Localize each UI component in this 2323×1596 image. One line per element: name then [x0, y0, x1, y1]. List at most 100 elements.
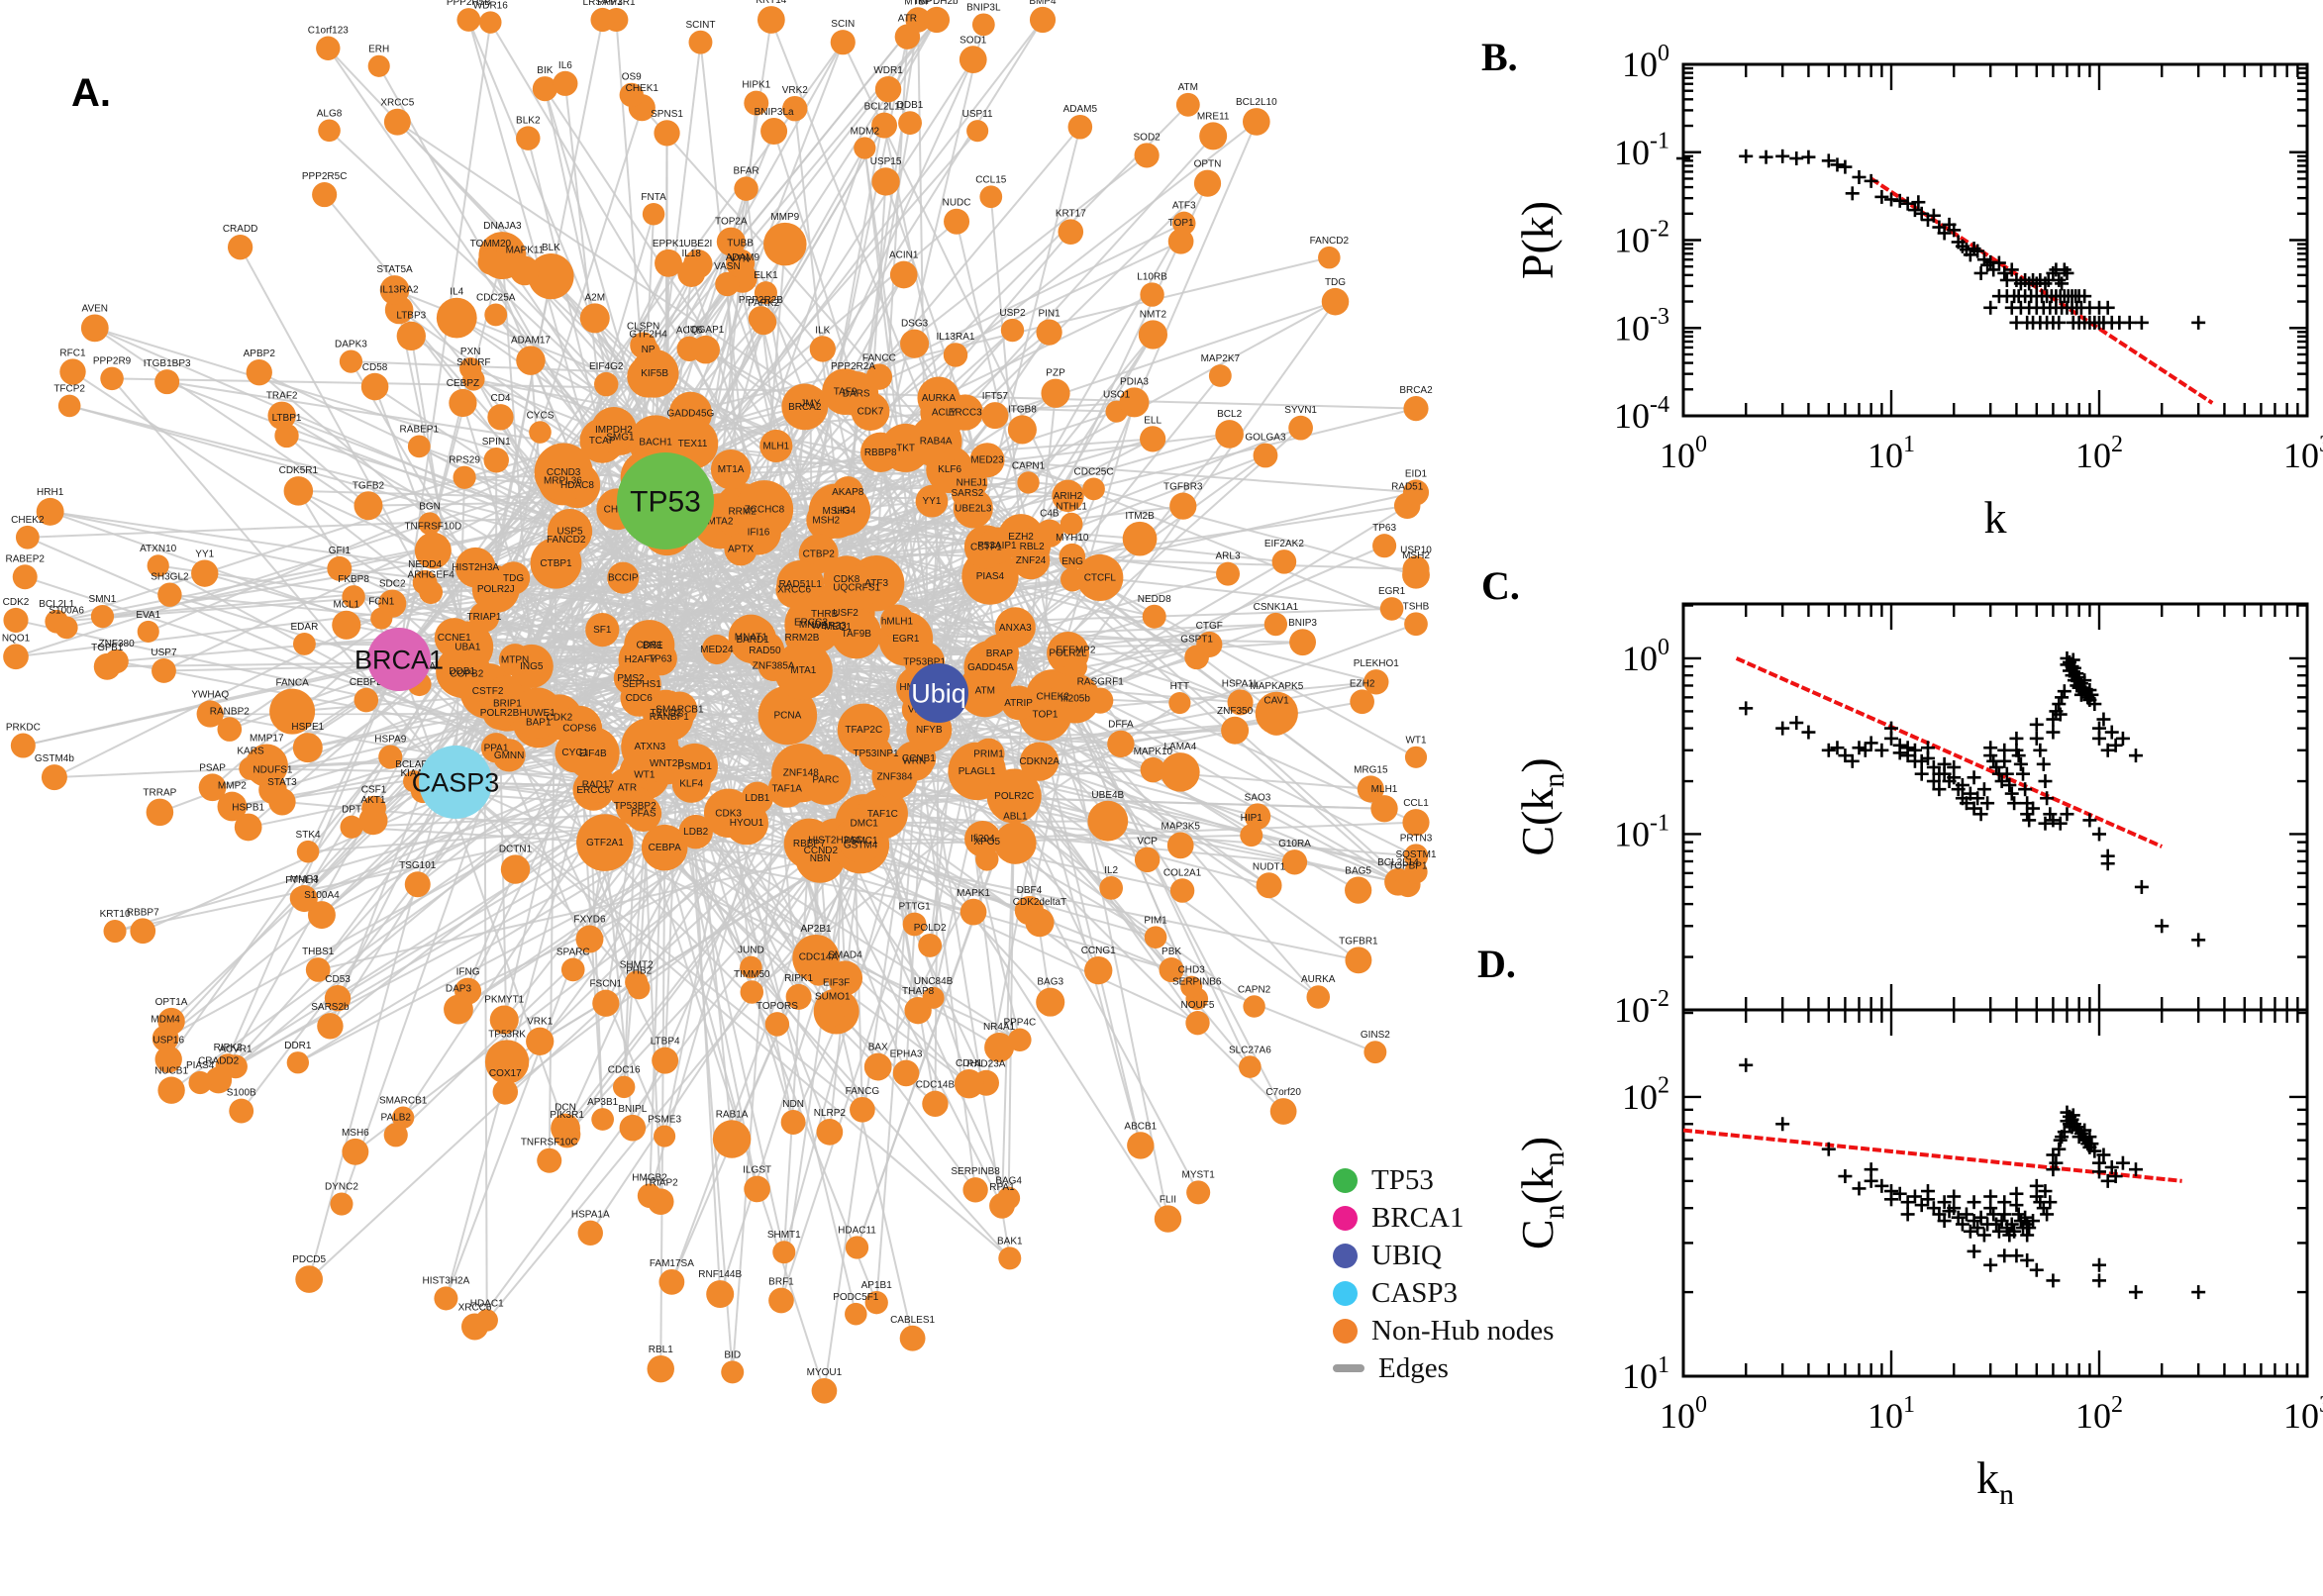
- network-node: [296, 840, 320, 863]
- network-node-label: RANBP1: [650, 712, 689, 723]
- network-node-label: EGR1: [1378, 586, 1406, 597]
- network-node-label: WT1: [634, 769, 656, 780]
- network-node: [553, 70, 578, 96]
- hub-node-casp3: [419, 746, 492, 819]
- network-node-label: THAP8: [902, 986, 935, 997]
- network-node: [658, 1268, 685, 1295]
- network-node: [379, 275, 410, 305]
- network-node-label: HTT: [1170, 681, 1189, 692]
- network-node: [831, 608, 882, 659]
- network-edge: [938, 127, 1081, 694]
- network-node-label: CDKN2A: [1019, 756, 1060, 767]
- network-node-label: PPP2R5B: [447, 0, 491, 8]
- network-node: [830, 30, 856, 55]
- network-node: [489, 1005, 519, 1035]
- network-node: [918, 933, 943, 957]
- network-edge: [938, 293, 1153, 399]
- network-node-label: WNT2B: [650, 758, 684, 769]
- chart-D: 100101102103102101Cn(kn)kn: [1512, 1008, 2323, 1511]
- network-node: [1082, 477, 1105, 501]
- network-node-label: APTX: [728, 545, 754, 555]
- network-node-label: PALB2: [381, 1112, 412, 1123]
- network-node: [1084, 955, 1113, 985]
- network-node: [820, 1002, 845, 1027]
- network-node-label: USF2: [833, 608, 858, 619]
- network-node: [792, 935, 840, 982]
- network-node: [879, 604, 915, 639]
- network-node-label: ATR: [618, 783, 637, 794]
- hub-node-tp53: [617, 452, 714, 549]
- network-node-label: CDC16: [608, 1065, 641, 1076]
- network-node-label: TDG: [1325, 277, 1346, 288]
- network-node-label: TP53BP2: [614, 801, 656, 812]
- axis-ticks: [1683, 64, 2307, 416]
- network-node-label: BNIP3: [1288, 618, 1317, 629]
- network-node-label: ACLY: [932, 408, 958, 419]
- network-node-label: BRE: [643, 641, 663, 651]
- network-node-label: MRG15: [1354, 764, 1388, 775]
- network-node-label: H2AFY: [625, 654, 657, 665]
- network-node-label: PPP2R2A: [831, 361, 875, 372]
- network-node-label: OPTN: [1194, 159, 1222, 170]
- network-node-label: ZNF385A: [753, 660, 795, 671]
- network-node-label: GSPT1: [1180, 634, 1213, 645]
- network-edge: [986, 458, 1417, 576]
- network-node: [1107, 730, 1135, 758]
- network-node: [332, 610, 361, 640]
- network-node-label: CHD3: [1178, 965, 1206, 976]
- network-node-label: SMARCB1: [379, 1096, 428, 1107]
- network-node: [1036, 319, 1062, 346]
- network-node: [157, 582, 182, 607]
- y-tick-labels: 102 101: [1622, 1073, 1669, 1396]
- network-node-label: DARS: [843, 389, 870, 400]
- network-node-label: HUWE1: [520, 708, 556, 719]
- network-node-label: BMP4: [1029, 0, 1057, 7]
- network-node: [1001, 685, 1037, 721]
- network-node-label: DAPK3: [335, 339, 367, 349]
- network-node-label: FANCD2: [1310, 236, 1350, 247]
- network-edge: [989, 196, 1023, 538]
- network-node-label: SARS2b: [311, 1002, 350, 1013]
- network-node-label: MSH2: [1402, 550, 1430, 561]
- network-node-label: CHEK2: [1037, 691, 1070, 702]
- network-node-label: RRM2B: [784, 633, 819, 644]
- network-node-label: FANCD2: [547, 535, 586, 546]
- network-node: [744, 1175, 770, 1203]
- network-node-label: TRAF2: [266, 391, 298, 402]
- network-node: [191, 559, 219, 587]
- network-node: [482, 695, 517, 730]
- network-edge: [882, 812, 1417, 857]
- network-node-label: PTTG1: [898, 902, 931, 913]
- network-node: [15, 525, 40, 549]
- network-node-label: KLF4: [679, 778, 703, 789]
- network-node-label: HRH1: [37, 487, 64, 498]
- network-graph: MLH1 BRCA2 CHEK2 WT1 ATF3 EZH2 TP63 FANCD2 HMGB2…: [2, 0, 1437, 1404]
- network-node: [217, 791, 248, 822]
- network-node: [874, 75, 902, 103]
- network-node: [516, 126, 541, 150]
- network-node: [1007, 415, 1037, 445]
- hub-label-ubiq: Ubiq: [911, 678, 966, 708]
- network-node-label: PHB2: [626, 966, 653, 977]
- network-node: [484, 303, 508, 327]
- network-node: [267, 401, 296, 430]
- network-node-label: SERPINB8: [951, 1166, 1000, 1177]
- network-node-label: TP63: [649, 653, 672, 664]
- network-node-label: TNFRSF10C: [521, 1138, 578, 1148]
- network-node-label: RBBP7: [793, 839, 826, 849]
- network-node: [560, 957, 585, 982]
- y-tick-labels: 100 10-1 10-2: [1614, 635, 1669, 1030]
- network-node-label: CTBP2: [803, 549, 836, 559]
- network-node-label: PDIA3: [1120, 376, 1149, 387]
- network-node-label: CCNG1: [1081, 946, 1116, 956]
- network-node-label: WDR1: [873, 65, 903, 76]
- network-node-label: EIF4B: [579, 748, 607, 759]
- network-node-label: PTHLH: [285, 875, 318, 886]
- network-node-label: EID1: [1405, 468, 1428, 479]
- network-node-label: BRF1: [768, 1277, 794, 1288]
- network-node: [289, 886, 314, 911]
- network-node-label: MDM4: [151, 1014, 180, 1025]
- network-hubs: TP53 BRCA1 CASP3 Ubiq: [354, 452, 968, 819]
- network-node-label: CEBPA: [649, 843, 681, 853]
- network-node-label: THBS1: [302, 947, 335, 957]
